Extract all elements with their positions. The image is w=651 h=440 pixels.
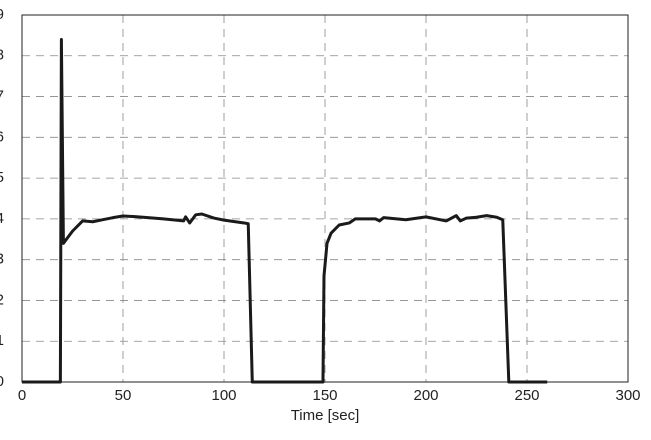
x-tick-label: 100 bbox=[211, 387, 236, 404]
y-tick-label: 1 bbox=[0, 332, 4, 349]
x-tick-label: 200 bbox=[413, 387, 438, 404]
y-tick-label: 6 bbox=[0, 128, 4, 145]
y-tick-label: 7 bbox=[0, 88, 4, 105]
y-tick-label: 4 bbox=[0, 210, 4, 227]
y-tick-label: 0 bbox=[0, 373, 4, 390]
y-tick-label: 9 bbox=[0, 6, 4, 23]
x-tick-label: 50 bbox=[115, 387, 132, 404]
y-tick-label: 8 bbox=[0, 47, 4, 64]
line bbox=[22, 37, 548, 384]
x-tick-label: 300 bbox=[615, 387, 640, 404]
y-tick-label: 3 bbox=[0, 251, 4, 268]
plot-frame bbox=[21, 14, 629, 383]
x-tick-label: 150 bbox=[312, 387, 337, 404]
x-tick-label: 250 bbox=[514, 387, 539, 404]
y-tick-label: 5 bbox=[0, 169, 4, 186]
x-axis-label: Time [sec] bbox=[291, 407, 360, 424]
x-tick-label: 0 bbox=[18, 387, 26, 404]
y-tick-label: 2 bbox=[0, 291, 4, 308]
